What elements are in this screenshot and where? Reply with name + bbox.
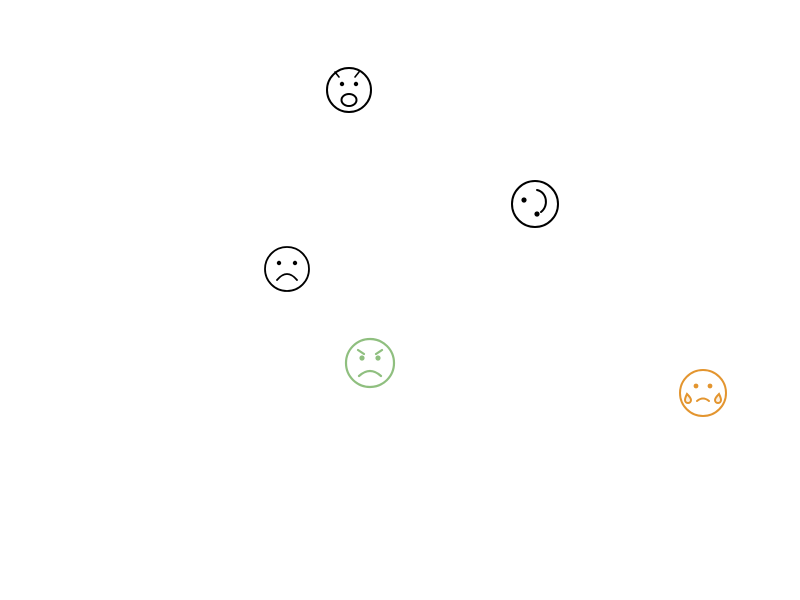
astonished-face-icon: [325, 65, 375, 115]
upside-down-face-icon: [509, 178, 561, 230]
angry-face-icon: [344, 337, 396, 389]
sad-sweat-face-icon: [677, 367, 729, 419]
frowning-face-icon: [262, 244, 312, 294]
